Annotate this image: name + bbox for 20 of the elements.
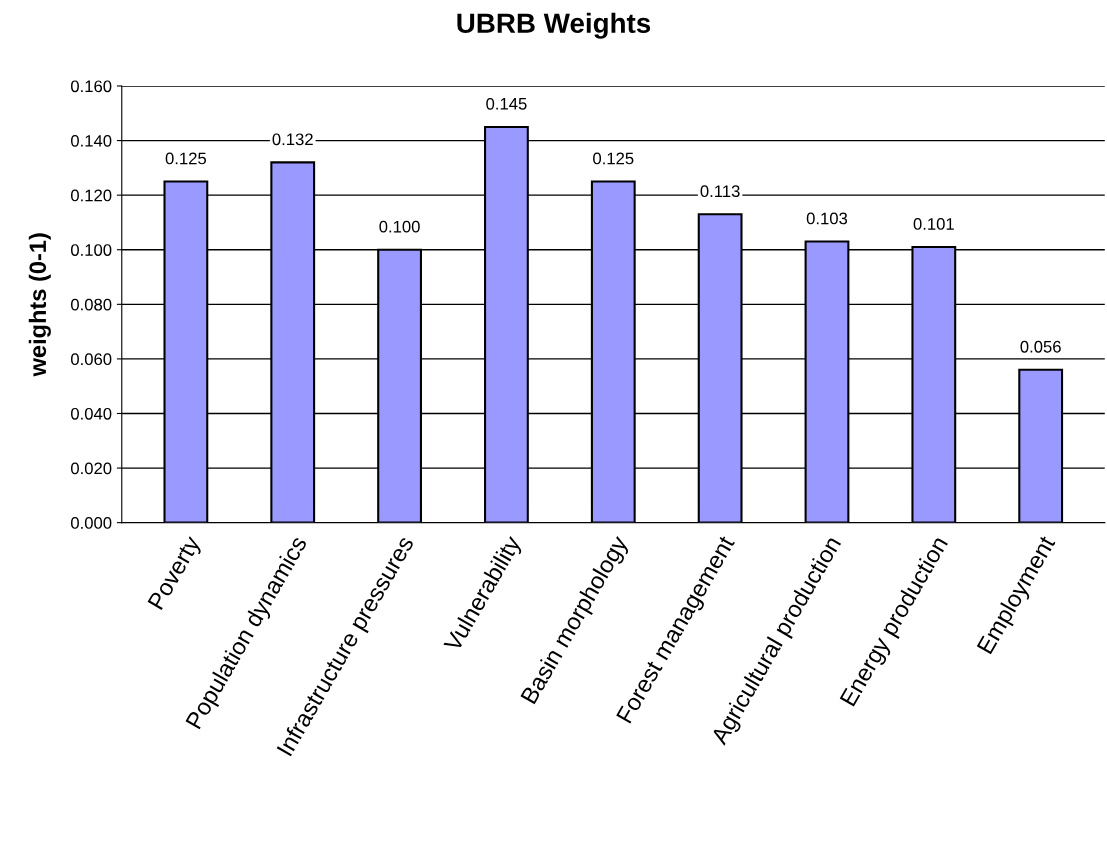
data-label: 0.145	[486, 97, 527, 110]
data-label: 0.101	[913, 218, 954, 230]
data-label: 0.113	[700, 185, 740, 198]
y-tick-label: 0.020	[71, 462, 112, 475]
data-label: 0.056	[1020, 340, 1061, 353]
y-tick-label: 0.000	[71, 517, 112, 529]
y-axis-title: weights (0-1)	[28, 233, 51, 377]
data-label: 0.103	[806, 212, 848, 225]
y-tick-label: 0.040	[71, 407, 112, 420]
y-tick-label: 0.060	[71, 353, 112, 366]
data-label: 0.100	[379, 220, 420, 233]
y-tick-label: 0.100	[71, 244, 112, 256]
y-tick-label: 0.140	[71, 134, 112, 147]
y-tick-label: 0.160	[71, 80, 112, 93]
data-label: 0.125	[165, 152, 207, 165]
data-label: 0.132	[272, 133, 313, 146]
y-tick-label: 0.120	[71, 189, 112, 202]
chart-title: UBRB Weights	[457, 12, 651, 39]
y-tick-label: 0.080	[71, 298, 112, 311]
data-label: 0.125	[593, 152, 634, 165]
